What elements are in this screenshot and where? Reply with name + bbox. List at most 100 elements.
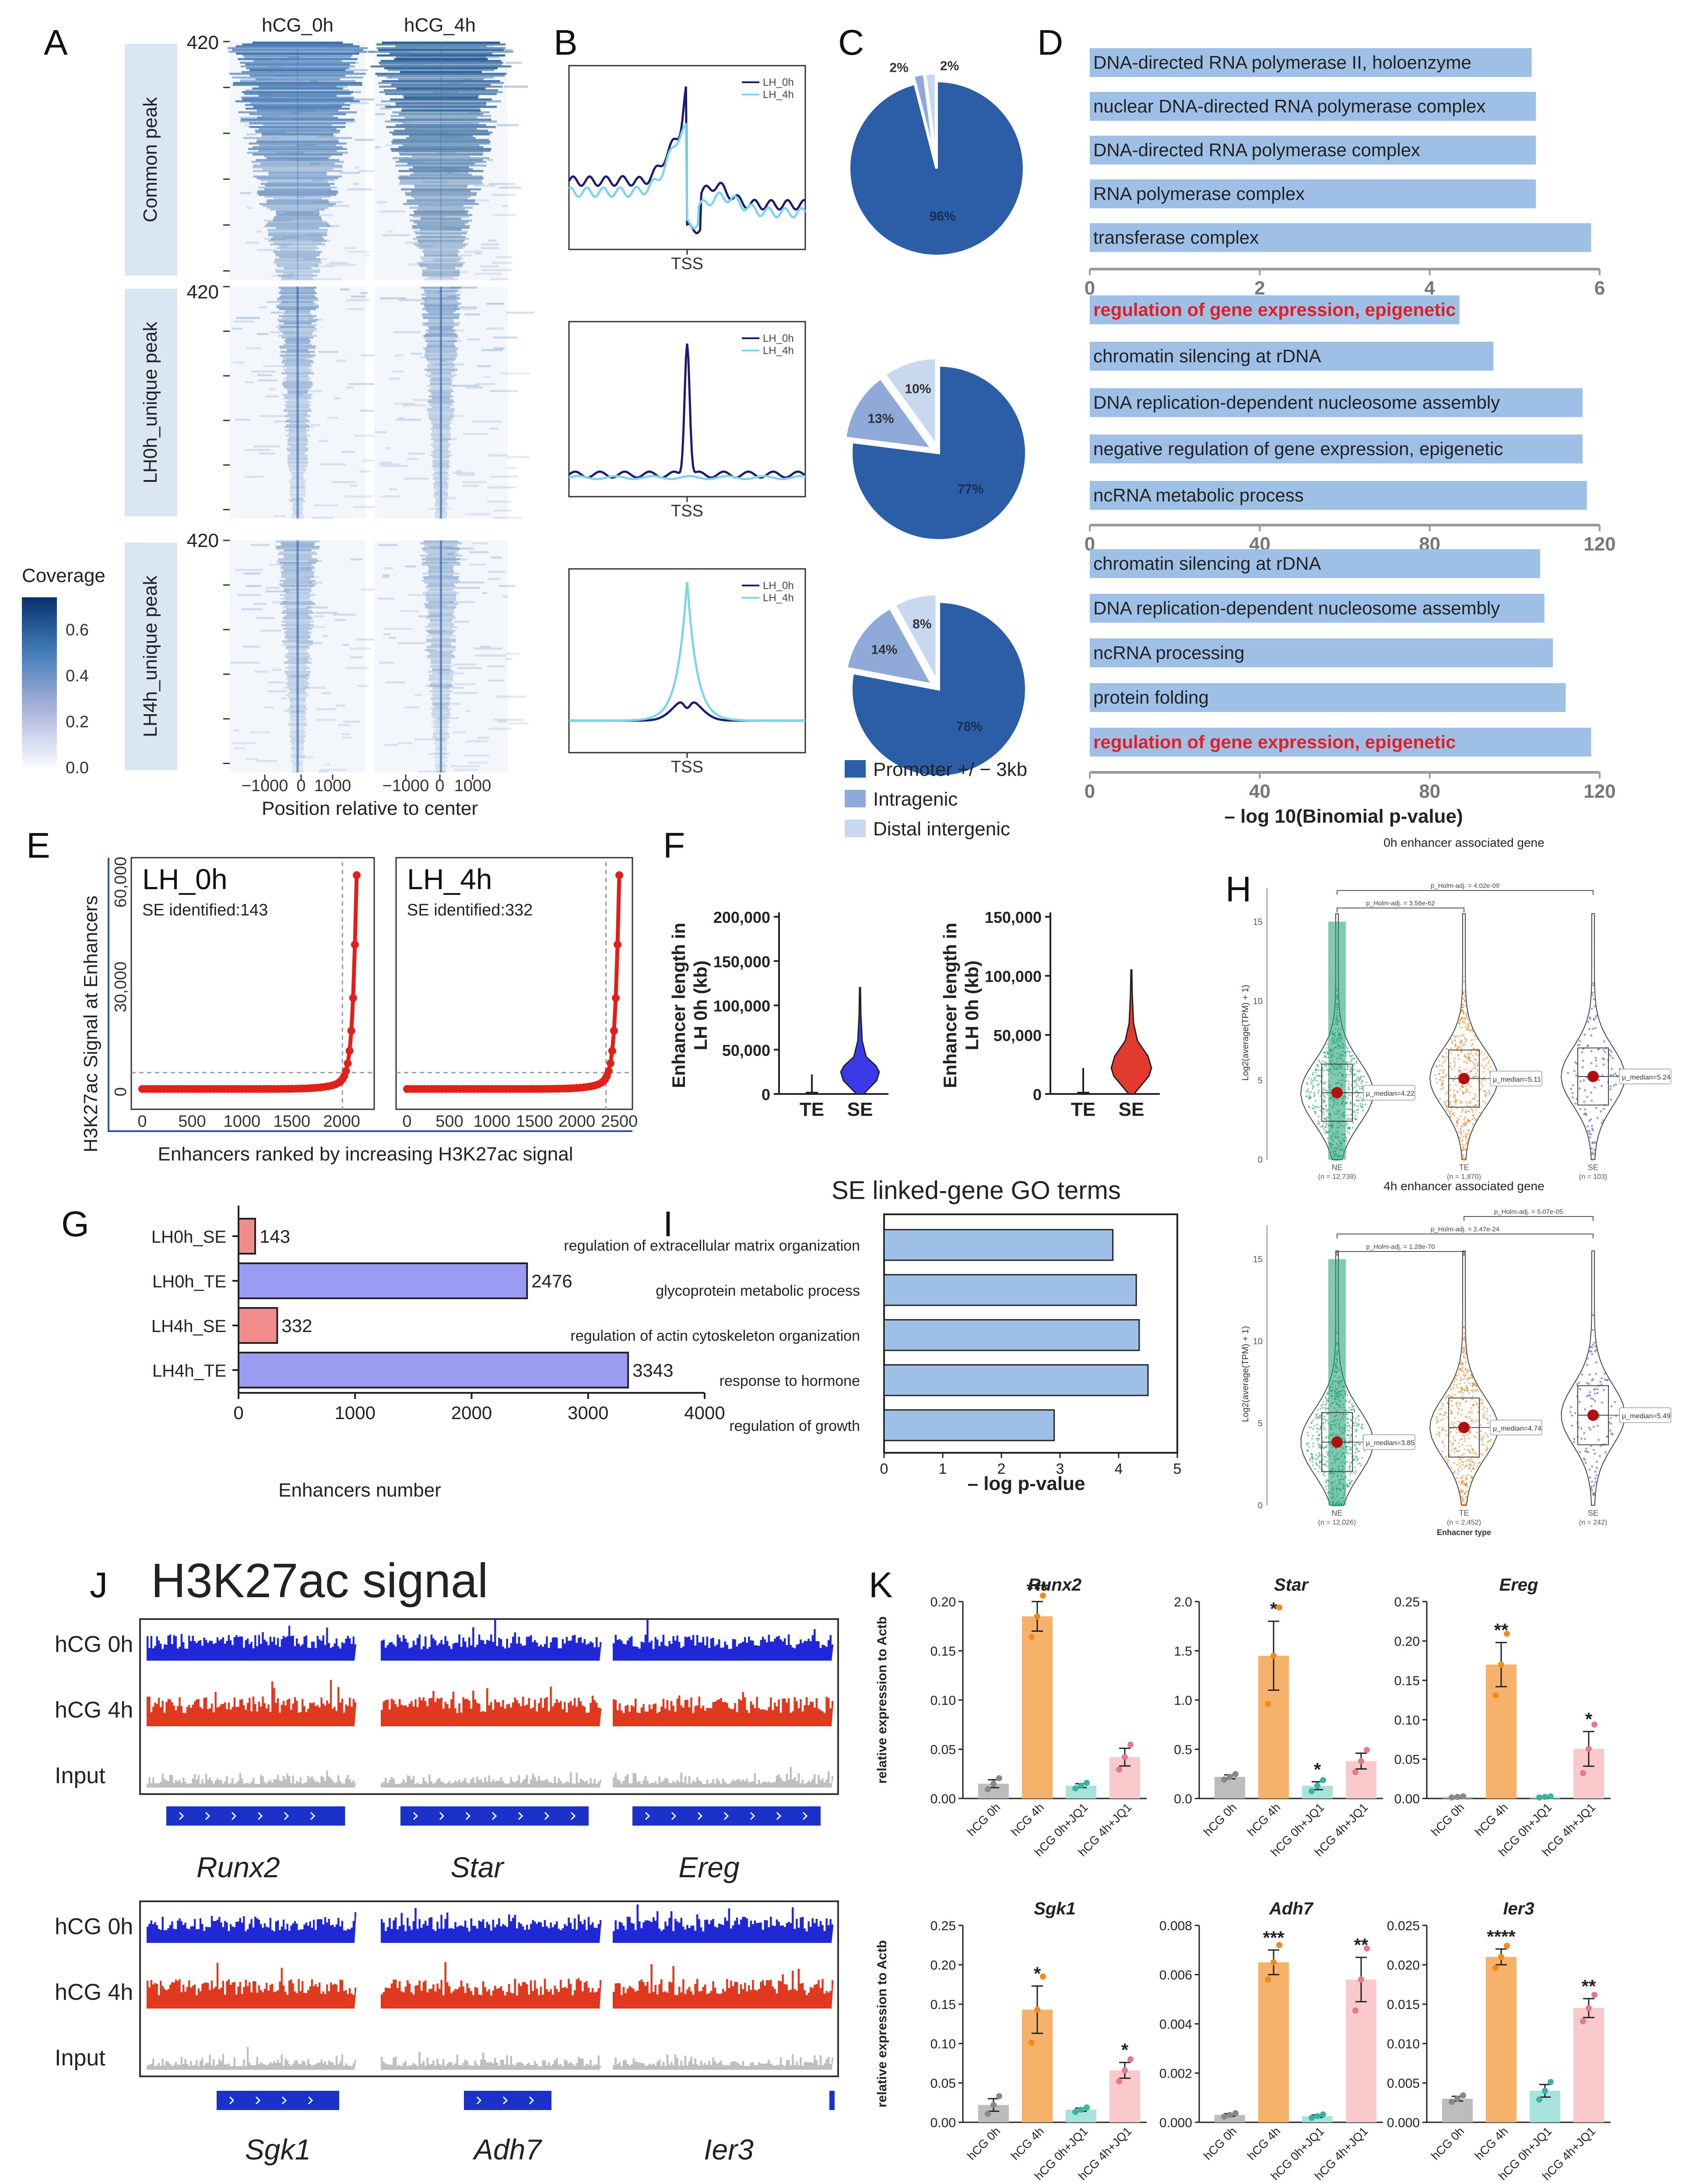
- qpcr-ytick-label: 0.05: [930, 2076, 956, 2091]
- h-point: [1464, 1376, 1466, 1378]
- h-point: [1480, 1106, 1482, 1108]
- h-point: [1326, 1068, 1328, 1070]
- heatmap-row: [268, 232, 327, 235]
- h-point: [1468, 1463, 1471, 1465]
- i-bar: [883, 1409, 1055, 1441]
- go-term-label: regulation of gene expression, epigeneti…: [1093, 732, 1456, 752]
- track-signal: [381, 1962, 602, 2009]
- track-signal: [381, 1686, 602, 1726]
- h-group-n: (n = 12,738): [1318, 1173, 1356, 1181]
- h-point: [1467, 1490, 1469, 1492]
- heatmap-speckle: [441, 438, 457, 441]
- h-violin: [1561, 1250, 1625, 1506]
- h-point: [1470, 1476, 1472, 1478]
- h-point: [1457, 1045, 1460, 1048]
- h-point: [1463, 1332, 1465, 1335]
- qpcr-ytick-label: 0.0: [1174, 1792, 1192, 1806]
- h-point: [1466, 1072, 1468, 1074]
- h-point: [1316, 1464, 1319, 1466]
- heatmap-row: [258, 186, 337, 189]
- heatmap-speckle: [456, 587, 481, 589]
- h-point: [1471, 1044, 1473, 1046]
- heatmap-speckle: [505, 658, 513, 660]
- heatmap-row: [422, 271, 460, 273]
- h-point: [1307, 1434, 1309, 1437]
- qpcr-bar: [1258, 1962, 1289, 2122]
- heatmap-speckle: [462, 484, 479, 487]
- h-point: [1309, 1459, 1311, 1462]
- heatmap-row: [233, 82, 362, 84]
- heatmap-speckle: [429, 102, 436, 105]
- heatmap-speckle: [327, 190, 336, 193]
- heatmap-speckle: [295, 196, 305, 198]
- h-point: [1360, 1425, 1362, 1427]
- go-bar: [1090, 481, 1587, 510]
- h-point: [1475, 1436, 1477, 1438]
- qpcr-ytick-label: 1.5: [1174, 1644, 1192, 1659]
- gene-exons: [217, 2091, 339, 2110]
- h-point: [1463, 1398, 1465, 1400]
- h-point: [1439, 1069, 1441, 1071]
- h-point: [1578, 1044, 1581, 1046]
- h-point: [1459, 1102, 1461, 1104]
- h-point: [1325, 1047, 1327, 1049]
- heatmap-row: [245, 63, 350, 66]
- h-point: [1312, 1080, 1314, 1082]
- h-point: [1446, 1056, 1449, 1058]
- h-point: [1588, 1426, 1590, 1429]
- h-point: [1470, 1029, 1472, 1031]
- heatmap-speckle: [414, 93, 439, 95]
- colorbar: [22, 597, 57, 770]
- heatmap-block-1-0: [230, 287, 386, 519]
- h-point: [1477, 1390, 1479, 1392]
- heatmap-speckle: [246, 758, 259, 761]
- h-point: [1468, 1431, 1470, 1434]
- panel-g-label: G: [61, 1204, 89, 1244]
- h-point: [1456, 1450, 1458, 1452]
- h-point: [1315, 1113, 1317, 1115]
- heatmap-speckle: [453, 731, 466, 733]
- h-point: [1593, 1448, 1595, 1451]
- h-point: [1356, 1456, 1358, 1458]
- heatmap-row: [415, 186, 467, 189]
- h-point: [1322, 1093, 1324, 1095]
- heatmap-speckle: [358, 170, 381, 172]
- h-mean-point: [1458, 1422, 1470, 1434]
- heatmap-speckle: [398, 299, 428, 301]
- gene-name: Runx2: [197, 1851, 280, 1883]
- h-point: [1603, 1040, 1605, 1043]
- heatmap-speckle: [395, 418, 421, 421]
- heatmap-row: [424, 254, 458, 257]
- h-point: [1471, 1385, 1474, 1387]
- heatmap-speckle: [399, 610, 419, 612]
- h-point: [1353, 1087, 1355, 1089]
- h-point: [1586, 1096, 1588, 1098]
- go-group-1: regulation of gene expression, epigeneti…: [1085, 295, 1616, 555]
- heatmap-xtick-1b: 0: [435, 777, 444, 795]
- i-term-label: regulation of actin cytoskeleton organiz…: [570, 1328, 860, 1344]
- h-point: [1309, 1095, 1311, 1097]
- h-point: [1322, 1067, 1324, 1069]
- h-point: [1581, 1373, 1583, 1376]
- heatmap-row: [393, 130, 488, 132]
- qpcr-replicate: [1586, 2005, 1592, 2011]
- h-point: [1441, 1429, 1443, 1431]
- heatmap-speckle: [403, 477, 429, 480]
- h-point: [1322, 1423, 1324, 1425]
- h-point: [1594, 1086, 1596, 1089]
- heatmap-row: [264, 188, 331, 191]
- h-point: [1325, 1397, 1327, 1399]
- heatmap-row: [253, 164, 342, 167]
- heatmap-speckle: [325, 263, 356, 266]
- heatmap-speckle: [443, 558, 468, 561]
- heatmap-row: [410, 173, 472, 176]
- h-point: [1349, 1102, 1352, 1104]
- heatmap-speckle: [244, 476, 264, 478]
- h-point: [1453, 1387, 1455, 1389]
- h-point: [1466, 1388, 1468, 1390]
- h-point: [1584, 1408, 1587, 1411]
- h-point: [1467, 1377, 1469, 1379]
- heatmap-speckle: [414, 738, 445, 741]
- heatmap-row: [401, 109, 481, 112]
- h-point: [1453, 1462, 1455, 1464]
